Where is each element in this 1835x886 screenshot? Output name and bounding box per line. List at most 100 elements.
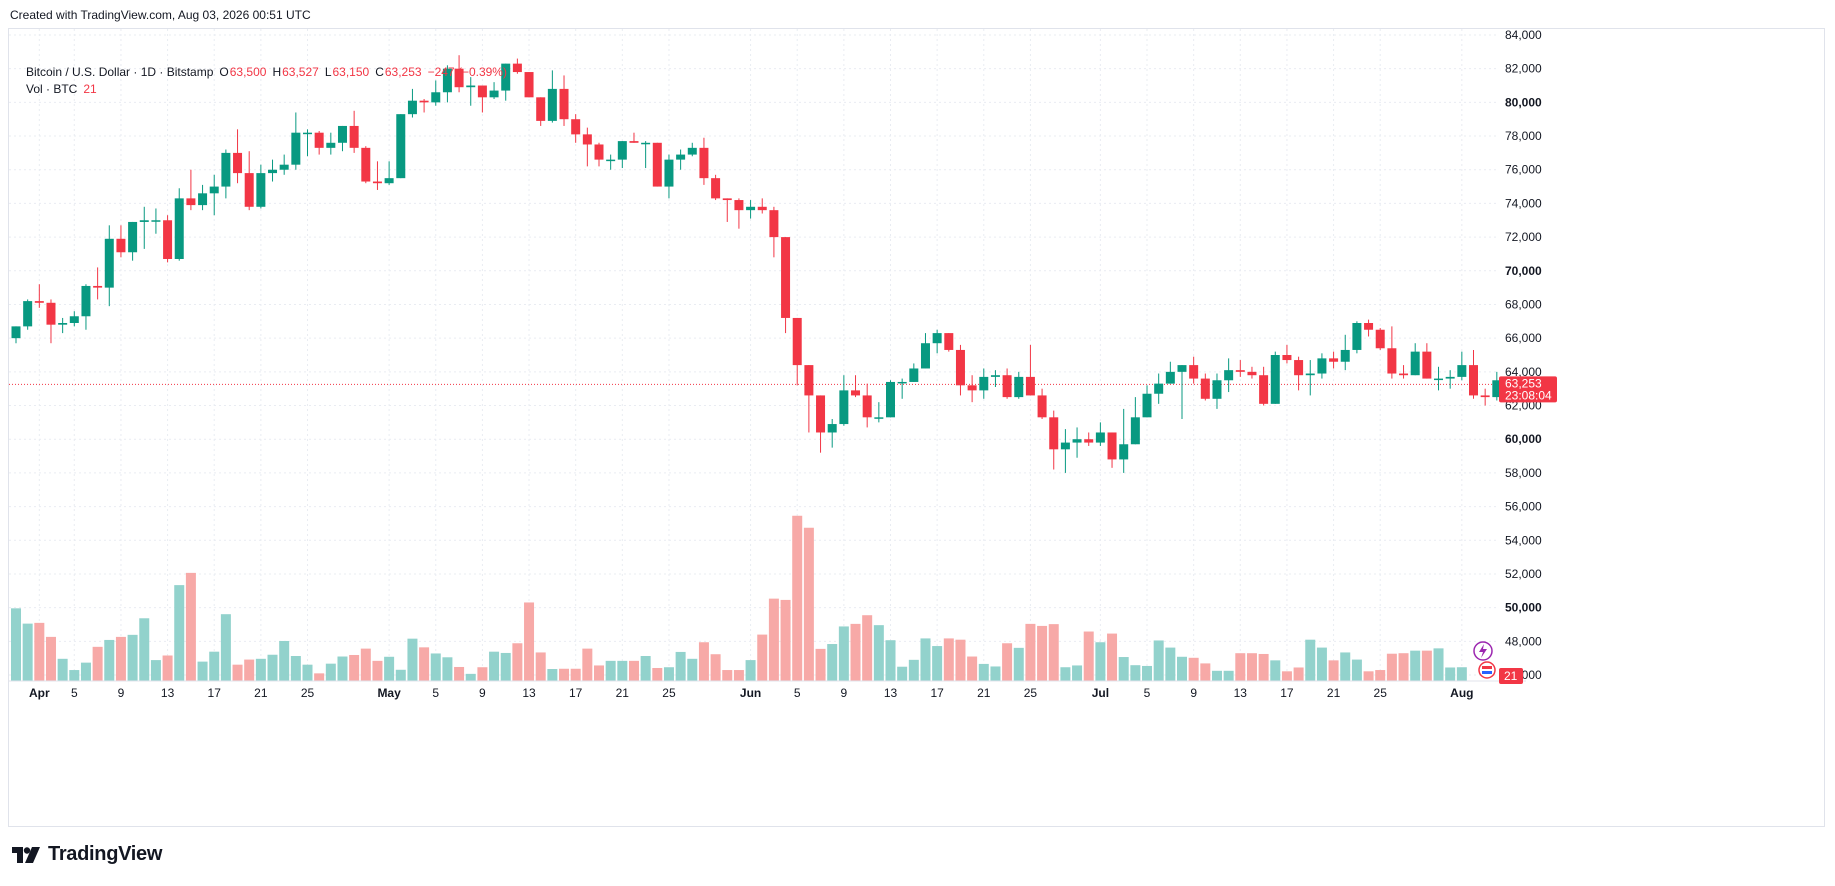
volume-bar xyxy=(885,640,896,681)
volume-bar xyxy=(1421,650,1432,681)
candle xyxy=(419,99,429,113)
time-tick-label: 13 xyxy=(1234,686,1248,700)
volume-bar xyxy=(640,656,651,681)
candle xyxy=(839,375,849,426)
candle xyxy=(69,311,79,327)
volume-bar xyxy=(570,668,581,681)
tradingview-logo[interactable]: TradingView xyxy=(12,843,162,866)
volume-bar xyxy=(1340,652,1351,681)
candle-body xyxy=(1469,365,1478,396)
volume-bar xyxy=(279,640,290,681)
time-tick-label: 13 xyxy=(884,686,898,700)
price-chart[interactable]: 84,000 82,000 80,000 78,000 76,000 74,000 72,0… xyxy=(9,29,1826,828)
time-tick-label: 13 xyxy=(522,686,536,700)
candle-body xyxy=(897,381,907,384)
candle xyxy=(431,80,441,106)
candle xyxy=(641,141,651,169)
candle-body xyxy=(932,333,942,344)
candle-body xyxy=(23,301,33,327)
candle-body xyxy=(1294,360,1304,376)
candle xyxy=(174,188,184,261)
price-tick-label: 58,000 xyxy=(1505,466,1542,480)
candle xyxy=(1422,343,1432,379)
candle xyxy=(139,206,149,249)
time-tick-label: 13 xyxy=(161,686,175,700)
candle-body xyxy=(396,114,406,179)
candle-body xyxy=(1399,373,1409,376)
volume-bar xyxy=(652,667,663,681)
volume-bar xyxy=(1375,670,1386,681)
candle xyxy=(1329,351,1339,369)
price-tick-label: 74,000 xyxy=(1505,196,1542,210)
volume-bar xyxy=(1118,657,1129,681)
price-tick-label: 50,000 xyxy=(1505,601,1542,615)
candle-body xyxy=(163,220,173,259)
candle-body xyxy=(279,164,289,170)
time-tick-label: 25 xyxy=(1374,686,1388,700)
candle xyxy=(617,141,627,169)
volume-bar xyxy=(1316,647,1327,681)
volume-bar xyxy=(1246,653,1257,681)
candle-body xyxy=(1352,323,1362,350)
candle xyxy=(372,161,382,190)
candle xyxy=(151,208,161,234)
volume-bar xyxy=(465,673,476,681)
candle xyxy=(524,72,534,98)
candle-body xyxy=(582,134,592,145)
volume-bar xyxy=(150,660,161,681)
time-tick-label: 5 xyxy=(432,686,439,700)
volume-bar xyxy=(477,667,488,681)
candle-body xyxy=(524,72,534,98)
chart-frame[interactable]: 84,000 82,000 80,000 78,000 76,000 74,000 72,0… xyxy=(8,28,1825,827)
last-price-tag xyxy=(1499,376,1557,403)
candle-body xyxy=(979,376,989,391)
candle xyxy=(11,326,21,344)
candle-body xyxy=(862,395,872,418)
volume-bar xyxy=(687,658,698,681)
volume-bar xyxy=(1235,653,1246,681)
volume-bar xyxy=(11,608,21,681)
candle-body xyxy=(1072,439,1082,443)
price-tick-label: 64,000 xyxy=(1505,365,1542,379)
candle xyxy=(629,132,639,143)
volume-bar xyxy=(442,657,453,681)
volume-bar xyxy=(873,625,884,681)
candle-body xyxy=(967,385,977,391)
volume-bar xyxy=(582,648,593,681)
volume-bar xyxy=(1363,671,1374,681)
volume-bar xyxy=(139,618,150,681)
price-axis: 84,000 82,000 80,000 78,000 76,000 74,000 72,0… xyxy=(1505,29,1542,682)
volume-label[interactable]: Vol · BTC xyxy=(26,82,78,96)
volume-bar xyxy=(1188,657,1199,681)
candle-body xyxy=(477,85,487,98)
candle xyxy=(652,142,662,187)
candle xyxy=(361,146,371,184)
candle xyxy=(58,317,68,334)
candle xyxy=(1434,366,1444,391)
volume-bar xyxy=(1060,667,1071,681)
volume-bar xyxy=(1211,670,1222,681)
volume-bar xyxy=(500,652,511,681)
time-tick-label: Jul xyxy=(1092,686,1109,700)
volume-row: Vol · BTC 21 xyxy=(26,81,507,98)
candle-body xyxy=(58,323,68,325)
candle-body xyxy=(571,119,581,135)
candle-body xyxy=(128,221,138,253)
candle-body xyxy=(512,63,522,73)
volume-bar xyxy=(384,656,395,681)
price-tick-label: 48,000 xyxy=(1505,634,1542,648)
candle xyxy=(1212,373,1222,409)
volume-bar xyxy=(803,527,814,681)
candle-body xyxy=(1340,349,1350,362)
volume-bar xyxy=(220,614,231,681)
candle-body xyxy=(944,333,954,350)
candle xyxy=(1142,385,1152,418)
candle xyxy=(979,368,989,399)
volume-bar xyxy=(1142,665,1153,681)
calendar-flag-icon[interactable] xyxy=(1478,661,1496,679)
candle xyxy=(897,378,907,399)
lightning-icon[interactable] xyxy=(1473,641,1493,661)
candle-body xyxy=(955,349,965,386)
symbol-title[interactable]: Bitcoin / U.S. Dollar · 1D · Bitstamp xyxy=(26,65,214,79)
volume-bar xyxy=(1445,667,1456,681)
